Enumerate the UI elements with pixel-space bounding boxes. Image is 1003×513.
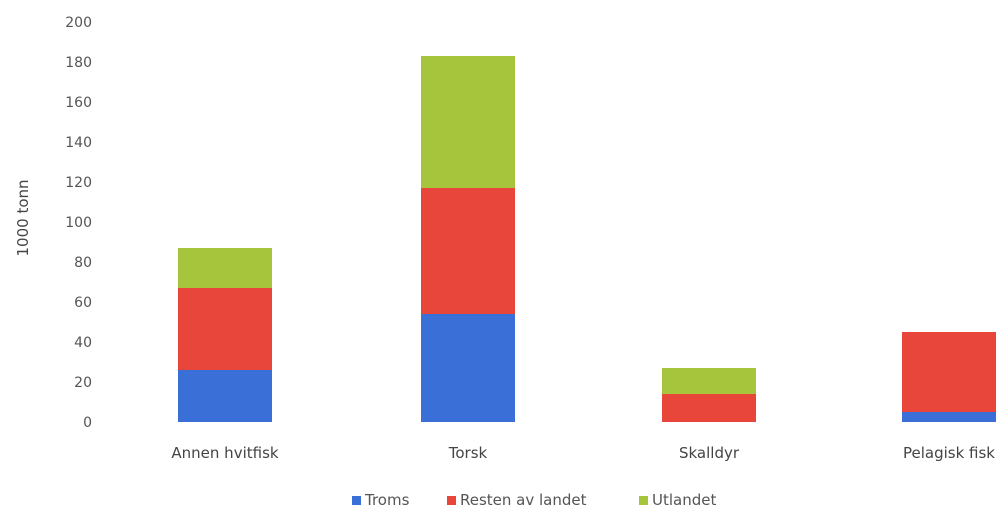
legend-label: Resten av landet xyxy=(460,491,587,509)
bar-segment xyxy=(178,370,272,422)
bar-segment xyxy=(421,188,515,314)
bar-segment xyxy=(902,332,996,412)
y-tick-label: 0 xyxy=(83,415,92,431)
legend-label: Troms xyxy=(364,491,410,509)
category-label: Torsk xyxy=(448,444,488,462)
bar-segment xyxy=(662,368,756,394)
bars-group xyxy=(178,56,996,422)
y-axis-ticks: 0 20 40 60 80 100 120 140 160 180 200 xyxy=(65,15,92,431)
y-tick-label: 80 xyxy=(74,255,92,271)
category-label: Annen hvitfisk xyxy=(171,444,278,462)
y-tick-label: 120 xyxy=(65,175,92,191)
bar-segment xyxy=(178,288,272,370)
y-tick-label: 180 xyxy=(65,55,92,71)
y-tick-label: 40 xyxy=(74,335,92,351)
bar-segment xyxy=(178,248,272,288)
category-label: Skalldyr xyxy=(679,444,740,462)
y-tick-label: 100 xyxy=(65,215,92,231)
legend: Troms Resten av landet Utlandet xyxy=(352,491,716,509)
bar-segment xyxy=(662,394,756,422)
bar-segment xyxy=(421,56,515,188)
legend-swatch xyxy=(447,496,456,505)
bar-segment xyxy=(902,412,996,422)
bar-segment xyxy=(421,314,515,422)
y-tick-label: 140 xyxy=(65,135,92,151)
legend-swatch xyxy=(639,496,648,505)
category-label: Pelagisk fisk xyxy=(903,444,995,462)
y-axis-title: 1000 tonn xyxy=(14,179,32,256)
y-tick-label: 20 xyxy=(74,375,92,391)
legend-label: Utlandet xyxy=(652,491,716,509)
legend-swatch xyxy=(352,496,361,505)
y-tick-label: 200 xyxy=(65,15,92,31)
category-labels: Annen hvitfisk Torsk Skalldyr Pelagisk fisk xyxy=(171,444,995,462)
y-tick-label: 160 xyxy=(65,95,92,111)
y-tick-label: 60 xyxy=(74,295,92,311)
